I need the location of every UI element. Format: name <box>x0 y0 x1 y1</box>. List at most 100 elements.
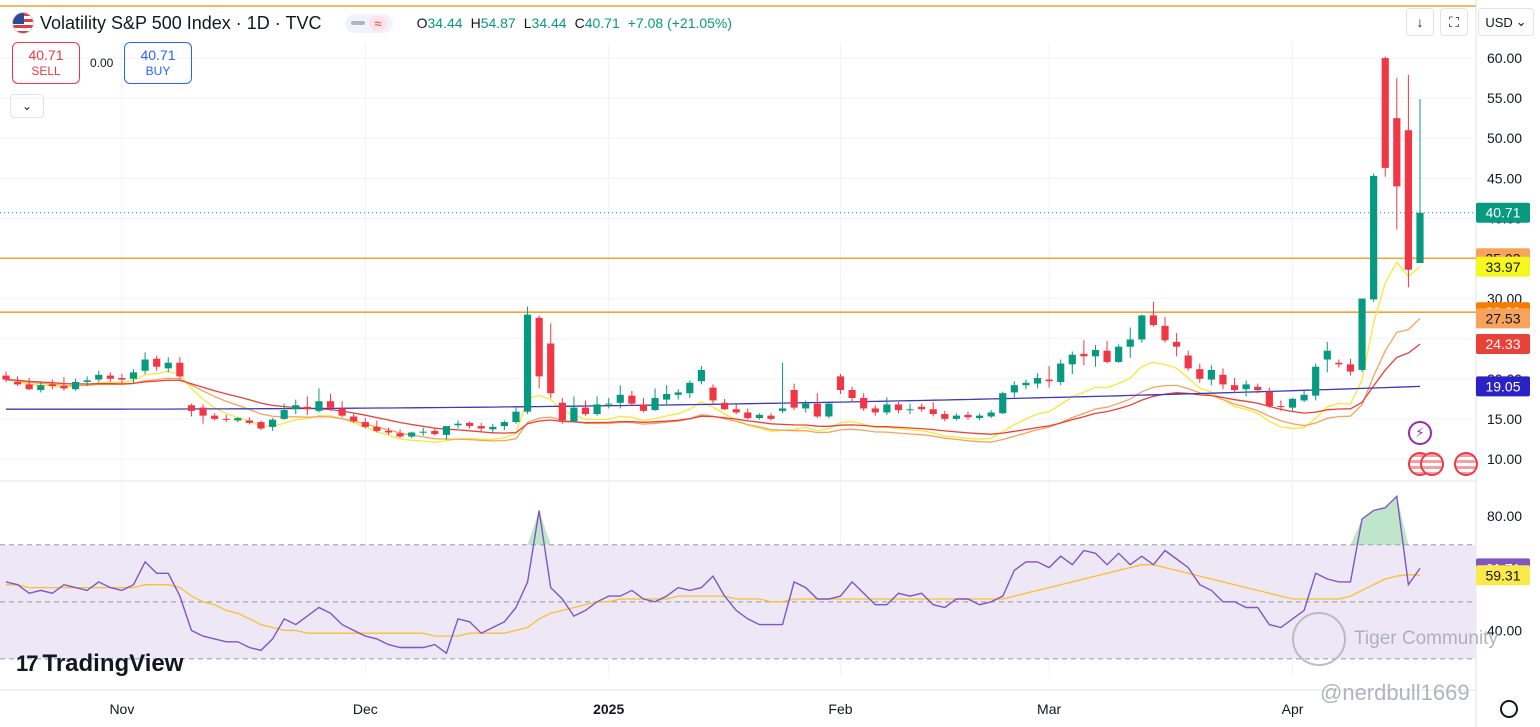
fullscreen-button[interactable]: ⛶ <box>1440 8 1468 36</box>
candle-up <box>999 393 1007 414</box>
candle-up <box>489 426 497 430</box>
candle-down <box>709 387 717 401</box>
time-tick-label: Apr <box>1282 701 1304 717</box>
buy-label: BUY <box>145 64 171 78</box>
sma_fast-line <box>5 261 1421 444</box>
candle-up <box>987 412 995 417</box>
tv-mark-icon: 17 <box>16 651 39 676</box>
candle-down <box>1230 385 1239 391</box>
wave-icon[interactable]: ≈ <box>369 15 387 31</box>
candle-down <box>1103 350 1111 362</box>
candle-down <box>257 422 265 429</box>
ohlc-high: 54.87 <box>480 15 516 31</box>
candle-down <box>153 358 161 367</box>
candle-up <box>129 372 138 379</box>
candle-up <box>1010 385 1018 393</box>
candle-down <box>1265 391 1273 407</box>
candle-down <box>338 408 346 416</box>
price-axis-badge-label: 27.53 <box>1485 310 1520 326</box>
candle-down <box>477 426 485 429</box>
bolt-glyph: ⚡ <box>1415 425 1425 440</box>
price-tick-label: 50.00 <box>1487 130 1522 146</box>
candle-up <box>1115 346 1123 362</box>
candle-down <box>547 343 555 394</box>
candle-down <box>1381 58 1389 168</box>
candle-up <box>83 380 91 382</box>
buy-button[interactable]: 40.71 BUY <box>124 42 192 84</box>
candle-down <box>964 414 972 418</box>
candle-down <box>431 430 439 435</box>
price-tick-label: 10.00 <box>1487 451 1522 467</box>
candle-down <box>2 375 10 380</box>
candle-up <box>95 374 103 380</box>
time-tick-label: Dec <box>353 701 378 717</box>
time-tick-label: Mar <box>1037 701 1061 717</box>
price-tick-label: 60.00 <box>1487 50 1522 66</box>
symbol-title[interactable]: Volatility S&P 500 Index · 1D · TVC <box>40 12 322 33</box>
sell-button[interactable]: 40.71 SELL <box>12 42 80 84</box>
us-event-icon[interactable] <box>1454 452 1478 476</box>
candle-down <box>1045 379 1053 382</box>
candle-up <box>1057 363 1065 382</box>
candle-up <box>952 415 960 419</box>
candle-down <box>894 404 903 411</box>
ohlc-open: 34.44 <box>427 15 463 31</box>
lightning-icon[interactable]: ⚡ <box>1408 421 1432 445</box>
sma_mid-line <box>5 317 1421 443</box>
candle-up <box>268 419 277 427</box>
price-tick-label: 15.00 <box>1487 411 1522 427</box>
candle-down <box>1393 118 1401 187</box>
rsi-overbought-fill <box>527 510 551 545</box>
candle-down <box>1254 386 1262 391</box>
candle-down <box>176 362 184 377</box>
candle-up <box>1207 369 1215 380</box>
candle-up <box>883 404 891 413</box>
candle-up <box>663 394 671 400</box>
price-axis-badge-label: 19.05 <box>1485 378 1520 394</box>
sell-price: 40.71 <box>28 47 64 63</box>
candle-down <box>13 381 22 385</box>
candle-up <box>280 410 288 419</box>
candle-down <box>396 433 404 437</box>
rsi-axis-badge-label: 59.31 <box>1485 567 1520 583</box>
candle-down <box>60 385 68 389</box>
settings-icon[interactable] <box>1500 700 1518 718</box>
candle-down <box>1346 364 1355 372</box>
collapse-button[interactable]: ⌄ <box>10 94 44 118</box>
ohlc-close-key: C <box>574 15 585 31</box>
candle-down <box>744 412 752 419</box>
buy-price: 40.71 <box>140 47 176 63</box>
candle-down <box>373 426 381 431</box>
ohlc-change: +7.08 (+21.05%) <box>627 15 733 31</box>
spread-value: 0.00 <box>90 56 114 70</box>
us-event-icon[interactable] <box>1420 452 1444 476</box>
candle-down <box>303 406 311 410</box>
candle-up <box>570 407 578 422</box>
candle-up <box>1091 349 1100 357</box>
candle-up <box>419 431 427 433</box>
author-handle: @nerdbull1669 <box>1320 680 1470 705</box>
candle-down <box>25 384 33 390</box>
currency-select[interactable]: USD ⌄ <box>1478 8 1534 36</box>
minus-icon[interactable] <box>351 21 366 25</box>
candle-down <box>187 405 196 411</box>
candle-down <box>581 407 590 415</box>
chart-style-pill[interactable]: ≈ <box>345 13 393 33</box>
candle-up <box>292 405 300 410</box>
price-axis-badge-label: 24.33 <box>1485 336 1520 352</box>
fullscreen-icon: ⛶ <box>1449 13 1459 30</box>
us-flag-icon <box>12 12 34 34</box>
candle-down <box>836 376 845 391</box>
candle-up <box>1138 315 1146 340</box>
candle-down <box>941 414 949 419</box>
time-tick-label: 2025 <box>593 701 624 717</box>
candle-up <box>651 398 659 411</box>
candle-up <box>1126 339 1134 347</box>
download-button[interactable]: ↓ <box>1406 8 1434 36</box>
price-axis-badge <box>1476 334 1530 355</box>
price-axis-badge-label: 40.71 <box>1485 205 1520 221</box>
price-axis-badge <box>1476 256 1530 277</box>
price-tick-label: 55.00 <box>1487 90 1522 106</box>
candle-down <box>790 390 798 408</box>
